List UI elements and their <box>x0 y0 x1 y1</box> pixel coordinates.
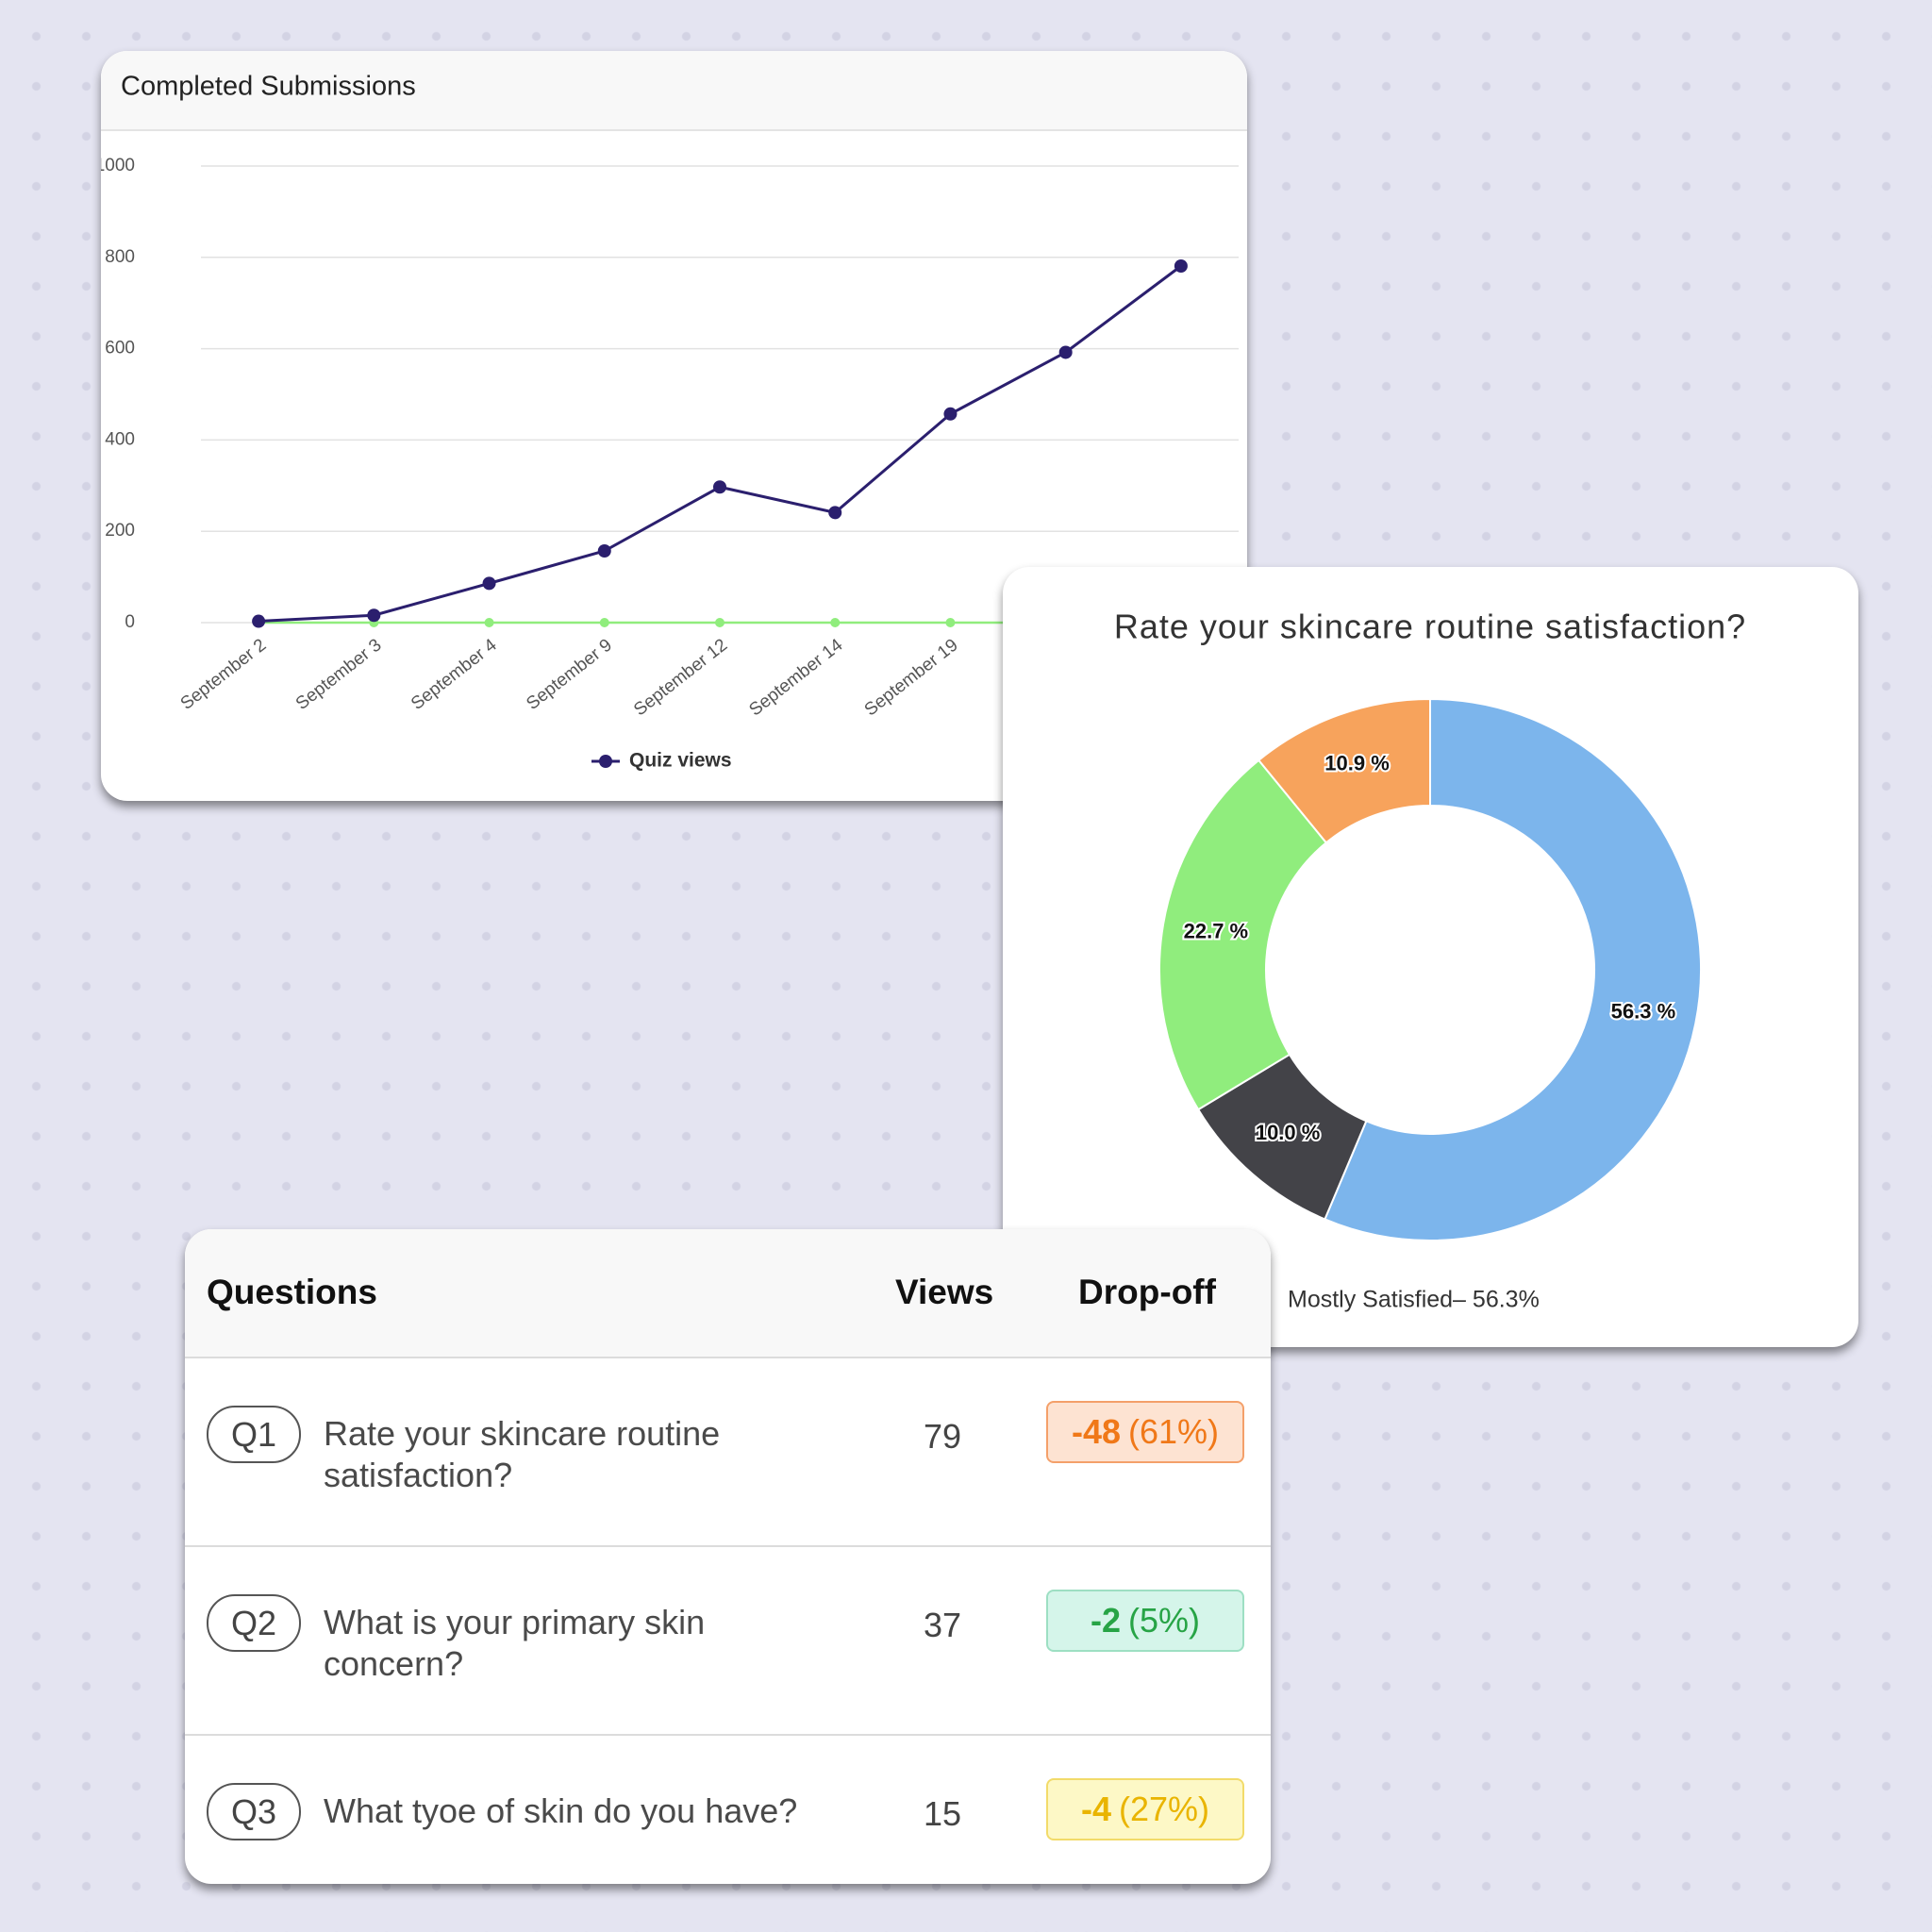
legend-symbol <box>599 755 612 768</box>
drop-off-badge: -4 (27%) <box>1046 1778 1244 1840</box>
views-cell: 15 <box>923 1794 962 1833</box>
x-tick-label: September 2 <box>177 635 271 714</box>
slice-label: 10.9 % <box>1324 752 1390 775</box>
legend-label: Mostly Satisfied– 56.3% <box>1288 1287 1540 1313</box>
x-tick-label: September 4 <box>408 635 501 714</box>
question-text: Rate your skincare routine satisfaction? <box>324 1414 721 1494</box>
views-cell: 37 <box>923 1606 962 1644</box>
donut-card: Rate your skincare routine satisfaction?… <box>1003 567 1858 1347</box>
donut-slice <box>1257 697 1431 844</box>
x-tick-label: September 9 <box>523 635 616 714</box>
data-point <box>597 544 611 558</box>
data-point <box>830 618 841 627</box>
data-point <box>599 618 609 627</box>
data-point <box>945 618 956 627</box>
question-id: Q3 <box>207 1783 301 1840</box>
x-tick-label: September 12 <box>630 635 731 720</box>
y-tick-label: 400 <box>105 429 135 449</box>
donut-chart: Rate your skincare routine satisfaction?… <box>1114 608 1746 1313</box>
y-tick-label: 0 <box>125 612 135 632</box>
table-row: Q3 What tyoe of skin do you have? 15 -4 (27%… <box>185 1734 1271 1884</box>
views-cell: 79 <box>923 1417 962 1456</box>
drop-count: -48 <box>1071 1412 1121 1451</box>
data-point <box>943 407 958 421</box>
data-point <box>828 506 842 520</box>
card-header <box>101 51 1247 131</box>
data-point <box>1174 258 1188 273</box>
table-card: Questions Views Drop-off Q1 Rate your ski… <box>185 1229 1271 1884</box>
line-card: Completed Submissions 0 200 400 600 800 1000 S… <box>101 51 1247 801</box>
x-tick-label: September 19 <box>861 635 962 720</box>
header-cell: Questions <box>207 1273 377 1311</box>
x-tick-label: September 14 <box>745 635 846 720</box>
data-point <box>1058 345 1073 359</box>
donut-slice <box>1158 758 1328 1111</box>
question-id: Q2 <box>207 1594 301 1652</box>
drop-count: -2 <box>1090 1601 1121 1640</box>
chart-title: Completed Submissions <box>121 72 416 102</box>
slice-label: 22.7 % <box>1184 920 1249 943</box>
chart-title: Rate your skincare routine satisfaction? <box>1114 608 1746 646</box>
drop-off-badge: -2 (5%) <box>1046 1590 1244 1652</box>
table-row: Q1 Rate your skincare routine satisfactio… <box>185 1357 1271 1547</box>
slice-label: 10.0 % <box>1256 1121 1321 1144</box>
y-tick-label: 200 <box>105 521 135 541</box>
header-cell: Drop-off <box>1078 1273 1216 1311</box>
header-cell: Views <box>895 1273 994 1311</box>
donut-slice <box>1324 697 1702 1241</box>
data-point <box>713 480 726 494</box>
y-tick-label: 1000 <box>101 156 135 175</box>
slice-label: 56.3 % <box>1611 1000 1676 1024</box>
data-point <box>484 618 494 627</box>
question-id: Q1 <box>207 1406 301 1463</box>
drop-off-badge: -48 (61%) <box>1046 1401 1244 1463</box>
y-tick-label: 600 <box>105 339 135 358</box>
drop-count: -4 <box>1080 1790 1111 1828</box>
table-header: Questions Views Drop-off <box>185 1229 1271 1357</box>
data-point <box>482 576 496 591</box>
line-chart: Completed Submissions 0 200 400 600 800 1000 S… <box>101 72 1239 772</box>
drop-percent: (61%) <box>1128 1412 1220 1451</box>
data-point <box>252 614 266 628</box>
x-tick-label: September 3 <box>292 635 386 714</box>
table-row: Q2 What is your primary skin concern? 37 -2… <box>185 1545 1271 1736</box>
question-text: What tyoe of skin do you have? <box>324 1791 798 1830</box>
drop-percent: (27%) <box>1118 1790 1210 1828</box>
y-tick-label: 800 <box>105 247 135 267</box>
legend-label: Quiz views <box>629 750 732 772</box>
data-point <box>367 608 381 623</box>
question-text: What is your primary skin concern? <box>324 1603 706 1683</box>
drop-percent: (5%) <box>1128 1601 1201 1640</box>
data-point <box>715 618 724 627</box>
